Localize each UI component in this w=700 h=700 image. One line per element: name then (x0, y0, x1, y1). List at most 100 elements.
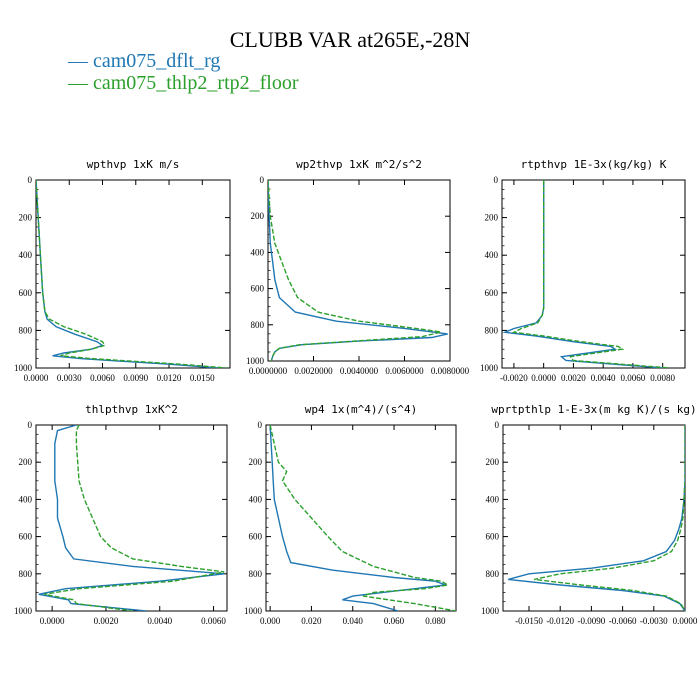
series-line-thlp2-rtp2-floor (36, 180, 227, 368)
y-tick-label: 800 (19, 569, 33, 579)
series-line-thlp2-rtp2-floor (268, 180, 442, 361)
y-tick-label: 1000 (14, 606, 33, 616)
x-tick-label: 0.0030 (57, 373, 82, 383)
y-tick-label: 400 (19, 494, 33, 504)
x-tick-label: 0.0060 (621, 373, 646, 383)
series-line-dflt-rg (502, 180, 663, 368)
subplot-title: wp4 1x(m^4)/(s^4) (305, 403, 418, 416)
figure-title: CLUBB VAR at265E,-28N (229, 27, 471, 52)
plot-frame (35, 179, 231, 369)
y-tick-label: 800 (485, 325, 499, 335)
x-tick-label: 0.0060000 (385, 366, 424, 376)
y-tick-label: 400 (486, 494, 500, 504)
y-tick-label: 600 (486, 532, 500, 542)
x-tick-label: -0.0030 (640, 616, 668, 626)
x-tick-label: 0.0040000 (340, 366, 379, 376)
series-line-dflt-rg (269, 425, 446, 611)
series-line-thlp2-rtp2-floor (269, 425, 456, 611)
x-tick-label: 0.0000 (531, 373, 556, 383)
y-tick-label: 0 (28, 420, 33, 430)
y-tick-label: 600 (485, 288, 499, 298)
y-tick-label: 600 (251, 284, 265, 294)
plot-frame (265, 424, 457, 612)
x-tick-label: 0.080 (425, 616, 446, 626)
series-line-thlp2-rtp2-floor (534, 425, 685, 611)
x-tick-label: 0.0020000 (294, 366, 333, 376)
y-tick-label: 1000 (480, 363, 499, 373)
x-tick-label: 0.000 (260, 616, 281, 626)
x-tick-label: -0.0120 (546, 616, 574, 626)
legend-entry-thlp2-rtp2-floor: — cam075_thlp2_rtp2_floor (68, 72, 299, 94)
y-tick-label: 600 (19, 532, 33, 542)
x-tick-label: 0.0120 (157, 373, 182, 383)
y-tick-label: 800 (486, 569, 500, 579)
x-tick-label: -0.0020 (500, 373, 528, 383)
x-tick-label: 0.0150 (190, 373, 215, 383)
y-tick-label: 0 (495, 420, 500, 430)
subplot-2: wp2thvp 1xK m^2/s^2020040060080010000.00… (246, 158, 470, 376)
subplot-title: wpthvp 1xK m/s (87, 158, 180, 171)
x-tick-label: 0.0020 (561, 373, 586, 383)
y-tick-label: 600 (249, 532, 263, 542)
y-tick-label: 200 (251, 211, 265, 221)
plot-frame (502, 424, 686, 612)
x-tick-label: -0.0060 (609, 616, 637, 626)
x-tick-label: -0.0150 (515, 616, 543, 626)
subplot-title: wprtpthlp 1-E-3x(m kg K)/(s kg) (491, 403, 696, 416)
x-tick-label: -0.0090 (578, 616, 606, 626)
x-tick-label: 0.0080000 (431, 366, 470, 376)
y-tick-label: 200 (19, 457, 33, 467)
x-tick-label: 0.0000 (24, 373, 49, 383)
x-tick-label: 0.0000 (673, 616, 698, 626)
x-tick-label: 0.0080 (650, 373, 675, 383)
y-tick-label: 200 (485, 213, 499, 223)
y-tick-label: 1000 (14, 363, 33, 373)
x-tick-label: 0.020 (301, 616, 322, 626)
y-tick-label: 800 (251, 320, 265, 330)
x-tick-label: 0.040 (343, 616, 364, 626)
x-tick-label: 0.0000000 (249, 366, 288, 376)
y-tick-label: 800 (19, 325, 33, 335)
x-tick-label: 0.060 (384, 616, 405, 626)
series-line-thlp2-rtp2-floor (511, 180, 671, 368)
series-line-dflt-rg (38, 425, 225, 611)
subplot-title: thlpthvp 1xK^2 (85, 403, 178, 416)
subplot-title: rtpthvp 1E-3x(kg/kg) K (521, 158, 667, 171)
y-tick-label: 200 (249, 457, 263, 467)
x-tick-label: 0.0020 (94, 616, 119, 626)
series-line-dflt-rg (268, 180, 448, 361)
y-tick-label: 400 (251, 247, 265, 257)
y-tick-label: 200 (19, 213, 33, 223)
legend-entry-dflt-rg: — cam075_dflt_rg (68, 50, 221, 72)
subplot-title: wp2thvp 1xK m^2/s^2 (296, 158, 422, 171)
x-tick-label: 0.0090 (123, 373, 148, 383)
y-tick-label: 200 (486, 457, 500, 467)
series-line-dflt-rg (36, 180, 219, 368)
y-tick-label: 0 (28, 175, 33, 185)
y-tick-label: 400 (19, 250, 33, 260)
y-tick-label: 800 (249, 569, 263, 579)
x-tick-label: 0.0060 (90, 373, 115, 383)
y-tick-label: 0 (260, 175, 265, 185)
y-tick-label: 1000 (246, 356, 265, 366)
plot-frame (501, 179, 686, 369)
series-line-dflt-rg (508, 425, 685, 611)
subplot-3: rtpthvp 1E-3x(kg/kg) K 0 200 400 600 800 1000-… (480, 158, 686, 383)
plot-frame (267, 179, 451, 362)
y-tick-label: 0 (258, 420, 263, 430)
x-tick-label: 0.0040 (591, 373, 616, 383)
x-tick-label: 0.0060 (201, 616, 226, 626)
subplot-6: wprtpthlp 1-E-3x(m kg K)/(s kg) 0 200 400 60… (481, 403, 698, 626)
y-tick-label: 0 (494, 175, 499, 185)
x-tick-label: 0.0000 (40, 616, 65, 626)
y-tick-label: 400 (249, 494, 263, 504)
y-tick-label: 1000 (244, 606, 263, 616)
x-tick-label: 0.0040 (147, 616, 172, 626)
y-tick-label: 400 (485, 250, 499, 260)
y-tick-label: 1000 (481, 606, 500, 616)
series-line-thlp2-rtp2-floor (43, 425, 225, 611)
y-tick-label: 600 (19, 288, 33, 298)
